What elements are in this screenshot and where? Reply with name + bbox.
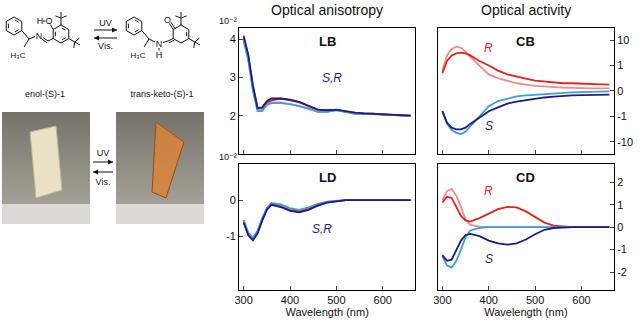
svg-text:-1: -1 xyxy=(617,110,627,122)
svg-text:S,R: S,R xyxy=(322,71,342,85)
svg-text:-10: -10 xyxy=(617,136,633,148)
svg-text:O: O xyxy=(164,15,171,25)
svg-text:UV: UV xyxy=(99,18,112,28)
svg-text:-1: -1 xyxy=(617,243,627,255)
svg-text:H: H xyxy=(37,16,44,26)
svg-text:10⁻²: 10⁻² xyxy=(219,152,237,162)
svg-text:H₃C: H₃C xyxy=(11,51,26,60)
svg-text:400: 400 xyxy=(480,294,498,306)
svg-text:600: 600 xyxy=(572,294,590,306)
svg-text:S: S xyxy=(485,119,493,133)
svg-text:Wavelength (nm): Wavelength (nm) xyxy=(484,306,567,318)
svg-text:1: 1 xyxy=(617,199,623,211)
svg-text:0: 0 xyxy=(617,85,623,97)
svg-text:500: 500 xyxy=(327,294,345,306)
svg-text:2: 2 xyxy=(230,110,236,122)
svg-text:1: 1 xyxy=(617,59,623,71)
svg-text:Vis.: Vis. xyxy=(96,177,111,187)
svg-text:Optical anisotropy: Optical anisotropy xyxy=(271,2,383,18)
svg-text:400: 400 xyxy=(281,294,299,306)
svg-text:N: N xyxy=(36,31,43,41)
svg-text:R: R xyxy=(484,41,493,55)
svg-text:R: R xyxy=(484,184,493,198)
svg-text:LB: LB xyxy=(319,34,336,49)
svg-text:Optical activity: Optical activity xyxy=(481,2,571,18)
svg-text:500: 500 xyxy=(526,294,544,306)
svg-text:H₃C: H₃C xyxy=(131,51,146,60)
svg-text:O: O xyxy=(45,16,52,26)
svg-text:300: 300 xyxy=(433,294,451,306)
svg-text:Wavelength (nm): Wavelength (nm) xyxy=(285,306,368,318)
svg-text:300: 300 xyxy=(234,294,252,306)
svg-text:10: 10 xyxy=(617,34,629,46)
svg-text:600: 600 xyxy=(374,294,392,306)
svg-text:-2: -2 xyxy=(617,266,627,278)
svg-text:H: H xyxy=(156,50,163,60)
svg-text:0: 0 xyxy=(230,194,236,206)
svg-text:4: 4 xyxy=(230,33,236,45)
svg-text:S,R: S,R xyxy=(312,222,332,236)
svg-text:3: 3 xyxy=(230,71,236,83)
svg-text:CD: CD xyxy=(516,170,535,185)
svg-text:2: 2 xyxy=(617,176,623,188)
svg-text:trans-keto-(S)-1: trans-keto-(S)-1 xyxy=(130,89,193,99)
svg-text:-1: -1 xyxy=(226,230,236,242)
svg-text:UV: UV xyxy=(97,148,110,158)
svg-text:N: N xyxy=(156,39,163,49)
svg-text:CB: CB xyxy=(516,34,535,49)
svg-text:LD: LD xyxy=(319,170,336,185)
svg-text:enol-(S)-1: enol-(S)-1 xyxy=(25,89,65,99)
svg-text:S: S xyxy=(485,252,493,266)
svg-text:Vis.: Vis. xyxy=(98,41,113,51)
svg-text:10⁻²: 10⁻² xyxy=(219,16,237,26)
svg-text:0: 0 xyxy=(617,221,623,233)
